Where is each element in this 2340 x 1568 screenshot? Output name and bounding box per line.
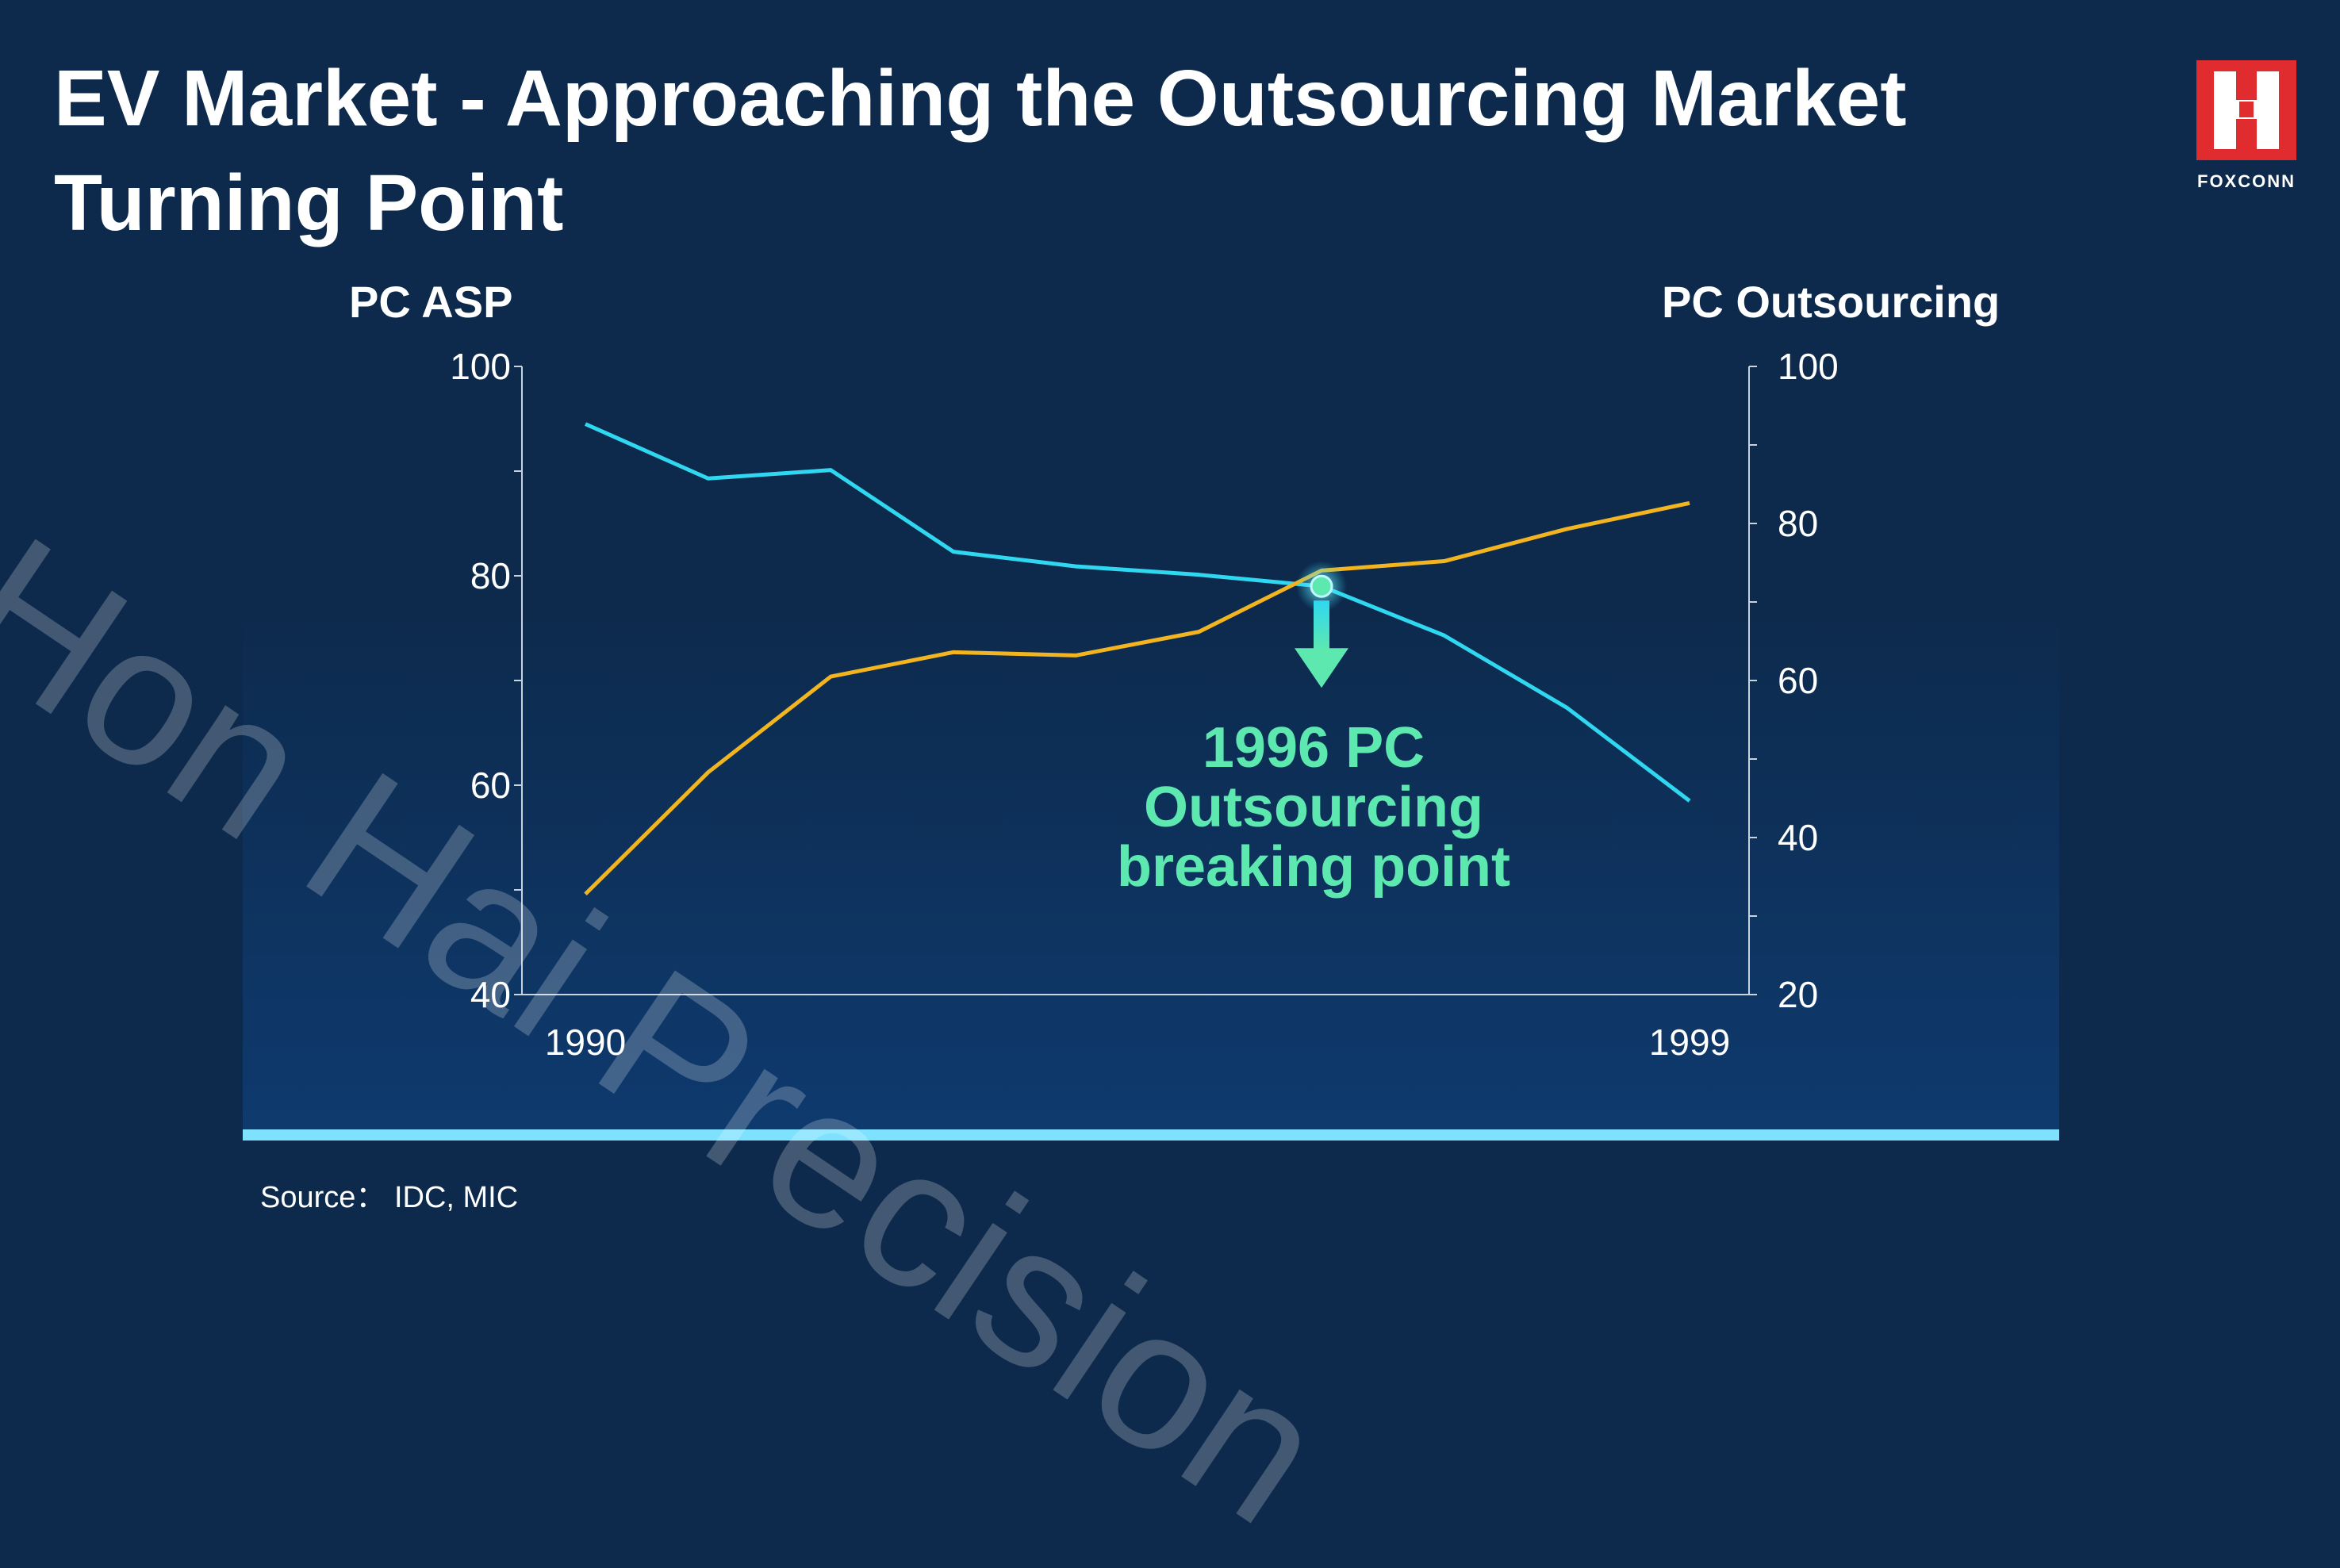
right-tick-label: 20 — [1778, 974, 1818, 1015]
left-tick-label: 40 — [470, 974, 511, 1015]
annotation-text-line: breaking point — [1117, 835, 1510, 899]
foxconn-logo: FOXCONN — [2191, 60, 2302, 195]
breakpoint-marker — [1310, 574, 1333, 598]
logo-text: FOXCONN — [2197, 171, 2296, 191]
source-note: Source： IDC, MIC — [260, 1181, 519, 1214]
left-tick-label: 100 — [450, 346, 511, 387]
right-tick-label: 80 — [1778, 503, 1818, 544]
accent-bar — [243, 1129, 2059, 1141]
page-title: EV Market - Approaching the Outsourcing … — [54, 46, 2116, 255]
x-tick-label: 1990 — [545, 1022, 626, 1063]
background-panel — [243, 603, 2059, 1133]
logo-mark — [2196, 60, 2296, 160]
left-axis-title: PC ASP — [349, 277, 512, 327]
slide: EV Market - Approaching the Outsourcing … — [0, 46, 2302, 1565]
pc-asp-line — [584, 422, 1691, 803]
pc-outsourcing-line — [584, 500, 1690, 896]
right-tick-label: 60 — [1778, 660, 1818, 701]
logo-h-icon — [2214, 71, 2279, 149]
title-line-1: EV Market - Approaching the Outsourcing … — [54, 54, 1907, 143]
left-tick-label: 80 — [470, 555, 511, 596]
right-tick-label: 40 — [1778, 817, 1818, 858]
right-tick-label: 100 — [1778, 346, 1839, 387]
dual-axis-line-chart: 100 80 60 40 100 80 60 40 20 1990 1999 1996 PCOuts… — [349, 277, 2000, 1063]
x-tick-label: 1999 — [1649, 1022, 1730, 1063]
annotation-text-line: 1996 PC — [1203, 716, 1425, 780]
right-axis-title: PC Outsourcing — [1662, 277, 2000, 327]
left-tick-label: 60 — [470, 765, 511, 806]
annotation-text-line: Outsourcing — [1144, 776, 1483, 839]
title-line-2: Turning Point — [54, 159, 564, 247]
breakpoint-arrow-shaft — [1314, 600, 1329, 650]
breakpoint-arrow-head — [1295, 648, 1348, 688]
